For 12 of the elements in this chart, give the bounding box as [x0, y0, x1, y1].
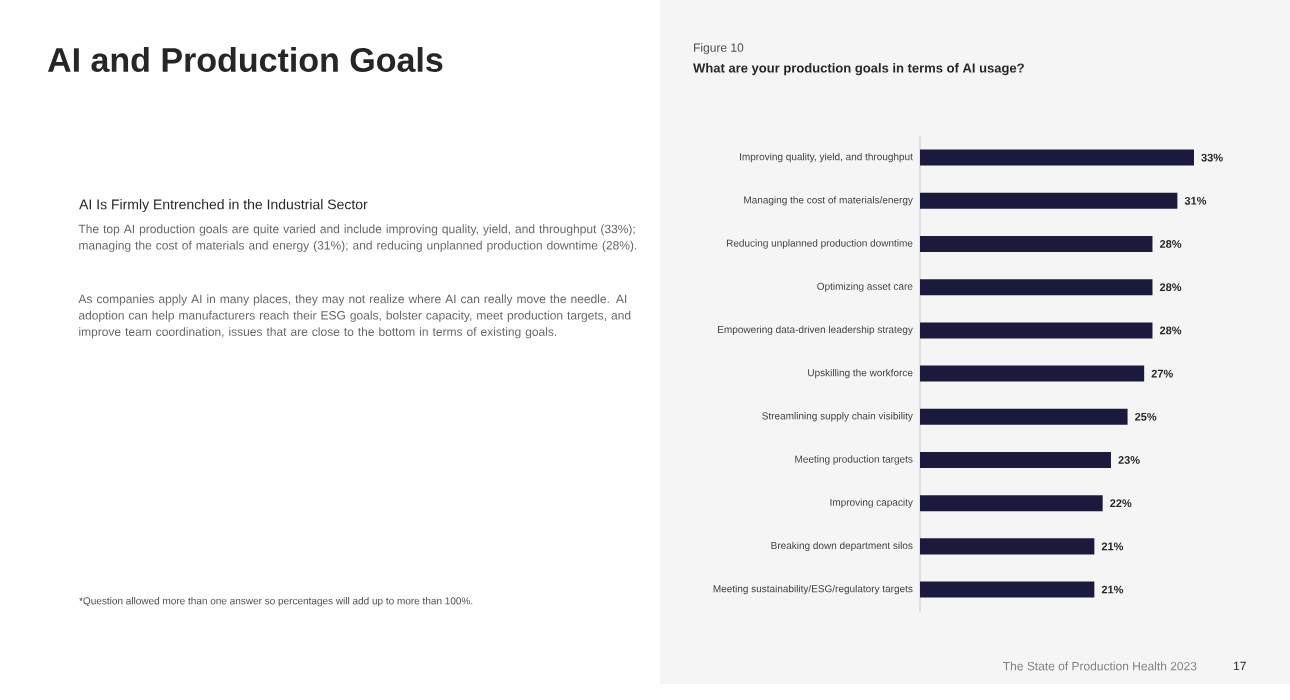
text: AI and Production Goals: [47, 47, 443, 73]
bar: [920, 192, 1178, 209]
bar: [920, 538, 1095, 555]
bar: [920, 581, 1095, 598]
bar: [920, 365, 1145, 382]
bar: [920, 149, 1194, 166]
bar: [920, 322, 1153, 339]
bar: [920, 495, 1103, 512]
bar: [920, 235, 1153, 252]
bar: [920, 408, 1128, 425]
bar: [920, 451, 1111, 468]
bar: [920, 279, 1153, 296]
